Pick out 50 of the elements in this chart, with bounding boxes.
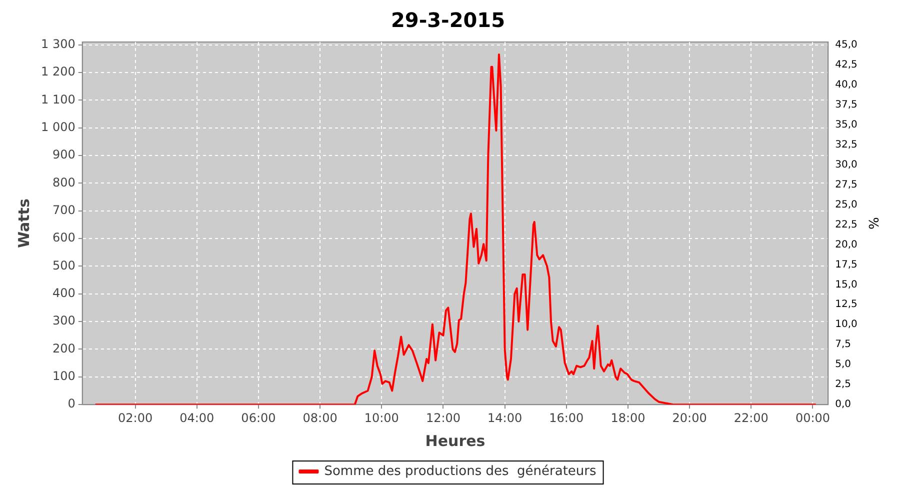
y2-tick-label: 2,5: [835, 379, 852, 390]
y2-tick-label: 30,0: [835, 159, 858, 170]
legend-label: Somme des productions des générateurs: [324, 464, 597, 479]
y2-tick-label: 7,5: [835, 339, 852, 350]
y-tick-label: 500: [52, 258, 76, 272]
y2-tick-label: 27,5: [835, 179, 858, 190]
y-tick-label: 1 300: [40, 36, 76, 51]
y-tick-label: 600: [52, 230, 76, 245]
chart-title: 29-3-2015: [390, 8, 506, 32]
x-axis-title: Heures: [425, 432, 486, 450]
y2-tick-label: 12,5: [835, 299, 858, 310]
x-tick-label: 06:00: [241, 410, 276, 425]
y2-tick-label: 17,5: [835, 259, 858, 270]
y2-tick-label: 37,5: [835, 99, 858, 110]
y-tick-label: 0: [68, 396, 76, 411]
y2-tick-label: 20,0: [835, 239, 858, 250]
x-tick-label: 20:00: [672, 410, 707, 425]
y2-axis-title: %: [864, 217, 880, 230]
y2-tick-label: 5,0: [835, 359, 852, 370]
y-tick-label: 400: [52, 286, 76, 300]
x-tick-label: 10:00: [364, 410, 399, 425]
y-axis-title: Watts: [14, 198, 33, 248]
y-tick-label: 1 100: [40, 92, 76, 106]
y2-tick-label: 25,0: [835, 199, 858, 210]
y2-tick-label: 40,0: [835, 79, 858, 90]
x-tick-label: 00:00: [795, 410, 830, 425]
y2-tick-label: 15,0: [835, 279, 858, 290]
y-tick-label: 800: [52, 175, 76, 190]
x-tick-label: 02:00: [118, 410, 153, 425]
y2-tick-label: 32,5: [835, 139, 858, 150]
x-tick-label: 04:00: [180, 410, 214, 425]
y2-tick-label: 0,0: [835, 399, 852, 410]
y2-tick-label: 45,0: [835, 39, 858, 50]
x-tick-label: 22:00: [734, 410, 768, 425]
y2-tick-label: 22,5: [835, 219, 858, 230]
y2-tick-label: 10,0: [835, 319, 858, 330]
y-tick-label: 1 000: [40, 120, 76, 134]
x-tick-label: 14:00: [488, 410, 522, 425]
y2-tick-label: 42,5: [835, 59, 858, 70]
x-tick-label: 16:00: [549, 410, 584, 425]
x-tick-label: 18:00: [610, 410, 646, 425]
y2-tick-label: 35,0: [835, 119, 858, 130]
y-tick-label: 900: [52, 148, 76, 162]
x-tick-label: 08:00: [302, 410, 338, 425]
y-tick-label: 100: [52, 369, 76, 384]
y-tick-label: 200: [52, 341, 76, 356]
x-tick-label: 12:00: [426, 410, 461, 425]
y-tick-label: 1 200: [40, 64, 76, 79]
y-tick-label: 300: [52, 314, 76, 328]
y-tick-label: 700: [52, 202, 76, 217]
